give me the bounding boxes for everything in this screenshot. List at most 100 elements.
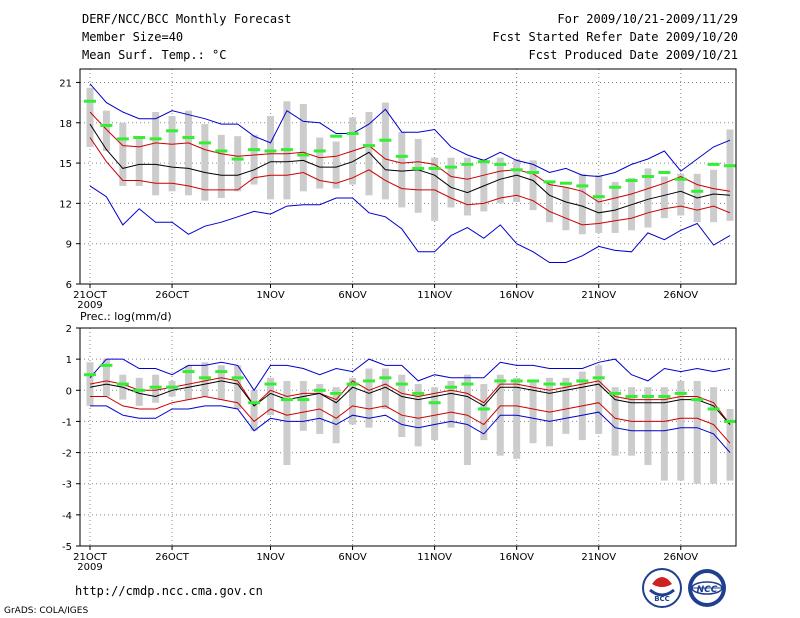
spread-box: [299, 380, 307, 431]
spread-box: [660, 387, 668, 481]
mean-marker: [576, 184, 589, 188]
mean-marker: [658, 170, 671, 174]
y-tick-label: -3: [62, 480, 72, 491]
spread-box: [217, 365, 225, 400]
mean-marker: [231, 157, 244, 161]
mean-marker: [149, 385, 162, 389]
mean-marker: [264, 382, 277, 386]
temperature-chart: 6 9 12 15 18 21 21OCT 26OCT 1NOV 6NOV 11NOV 16NOV 21…: [59, 68, 737, 311]
series-line-max: [89, 83, 731, 178]
mean-marker: [297, 398, 310, 402]
mean-marker: [559, 382, 572, 386]
mean-marker: [609, 185, 622, 189]
spread-box: [381, 102, 389, 200]
y-tick-label: 1: [66, 355, 72, 366]
mean-marker: [445, 165, 458, 169]
y-tick-label: -5: [62, 542, 72, 553]
mean-marker: [395, 382, 408, 386]
mean-marker: [412, 391, 425, 395]
mean-marker: [559, 181, 572, 185]
mean-marker: [133, 388, 146, 392]
bcc-logo: BCC: [642, 568, 682, 608]
spread-box: [184, 365, 192, 400]
spread-box: [267, 377, 275, 416]
spread-box: [595, 365, 603, 434]
spread-box: [414, 384, 422, 447]
spread-box: [562, 187, 570, 231]
mean-marker: [641, 395, 654, 399]
spread-box: [726, 408, 734, 481]
spread-box: [726, 129, 734, 221]
spread-box: [431, 157, 439, 221]
x-tick-label: 26OCT: [155, 290, 190, 301]
mean-marker: [428, 401, 441, 405]
ncc-logo: NCC: [688, 569, 726, 607]
forecast-started-date: Fcst Started Refer Date 2009/10/20: [492, 30, 738, 44]
plot-frame: [79, 68, 737, 285]
spread-box: [414, 138, 422, 213]
mean-marker: [116, 137, 129, 141]
grads-credit: GrADS: COLA/IGES: [4, 606, 89, 616]
mean-marker: [215, 370, 228, 374]
mean-marker: [362, 379, 375, 383]
mean-marker: [215, 149, 228, 153]
spread-box: [611, 387, 619, 456]
source-url[interactable]: http://cmdp.ncc.cma.gov.cn: [75, 584, 263, 598]
x-tick-label: 21OCT: [73, 552, 108, 563]
variable-label: Mean Surf. Temp.: °C: [82, 48, 227, 62]
spread-box: [365, 112, 373, 196]
x-tick-label: 6NOV: [338, 290, 367, 301]
y-tick-label: 15: [59, 159, 72, 170]
mean-marker: [724, 419, 736, 423]
mean-marker: [510, 379, 523, 383]
spread-box: [316, 137, 324, 189]
spread-box: [710, 387, 718, 484]
mean-marker: [166, 129, 179, 133]
spread-box: [250, 134, 258, 185]
mean-marker: [674, 391, 687, 395]
mean-marker: [395, 154, 408, 158]
x-tick-label: 26NOV: [663, 552, 698, 563]
mean-marker: [100, 123, 113, 127]
spread-box: [545, 181, 553, 223]
spread-box: [529, 380, 537, 444]
mean-marker: [477, 160, 490, 164]
spread-box: [562, 377, 570, 434]
y-tick-label: 6: [66, 280, 72, 291]
mean-marker: [477, 407, 490, 411]
mean-marker: [527, 170, 540, 174]
spread-box: [152, 112, 160, 196]
x-tick-label: 16NOV: [499, 552, 534, 563]
spread-box: [267, 116, 275, 200]
mean-marker: [84, 99, 96, 103]
series-line-median: [89, 123, 731, 214]
spread-box: [201, 124, 209, 201]
precipitation-chart: -5 -4 -3 -2 -1 0 1 2 21OCT 26OCT 1NOV 6NOV 11NOV 16NO…: [62, 324, 737, 573]
series-line-q25: [89, 137, 731, 226]
spread-box: [86, 87, 94, 147]
mean-marker: [625, 179, 638, 183]
spread-box: [381, 368, 389, 409]
mean-marker: [674, 177, 687, 181]
mean-marker: [625, 395, 638, 399]
spread-box: [431, 387, 439, 441]
spread-box: [480, 384, 488, 441]
spread-box: [102, 110, 110, 151]
mean-marker: [461, 382, 474, 386]
x-tick-label: 21OCT: [73, 290, 108, 301]
y-tick-label: -4: [62, 511, 72, 522]
spread-box: [628, 177, 636, 231]
spread-box: [250, 390, 258, 431]
spread-box: [332, 387, 340, 444]
spread-box: [677, 173, 685, 216]
mean-marker: [346, 132, 359, 135]
mean-marker: [379, 376, 392, 380]
svg-text:BCC: BCC: [654, 595, 670, 603]
mean-marker: [280, 148, 293, 152]
spread-box: [677, 380, 685, 481]
spread-box: [135, 377, 143, 406]
mean-marker: [658, 395, 671, 399]
mean-marker: [198, 376, 211, 380]
mean-marker: [412, 166, 425, 170]
